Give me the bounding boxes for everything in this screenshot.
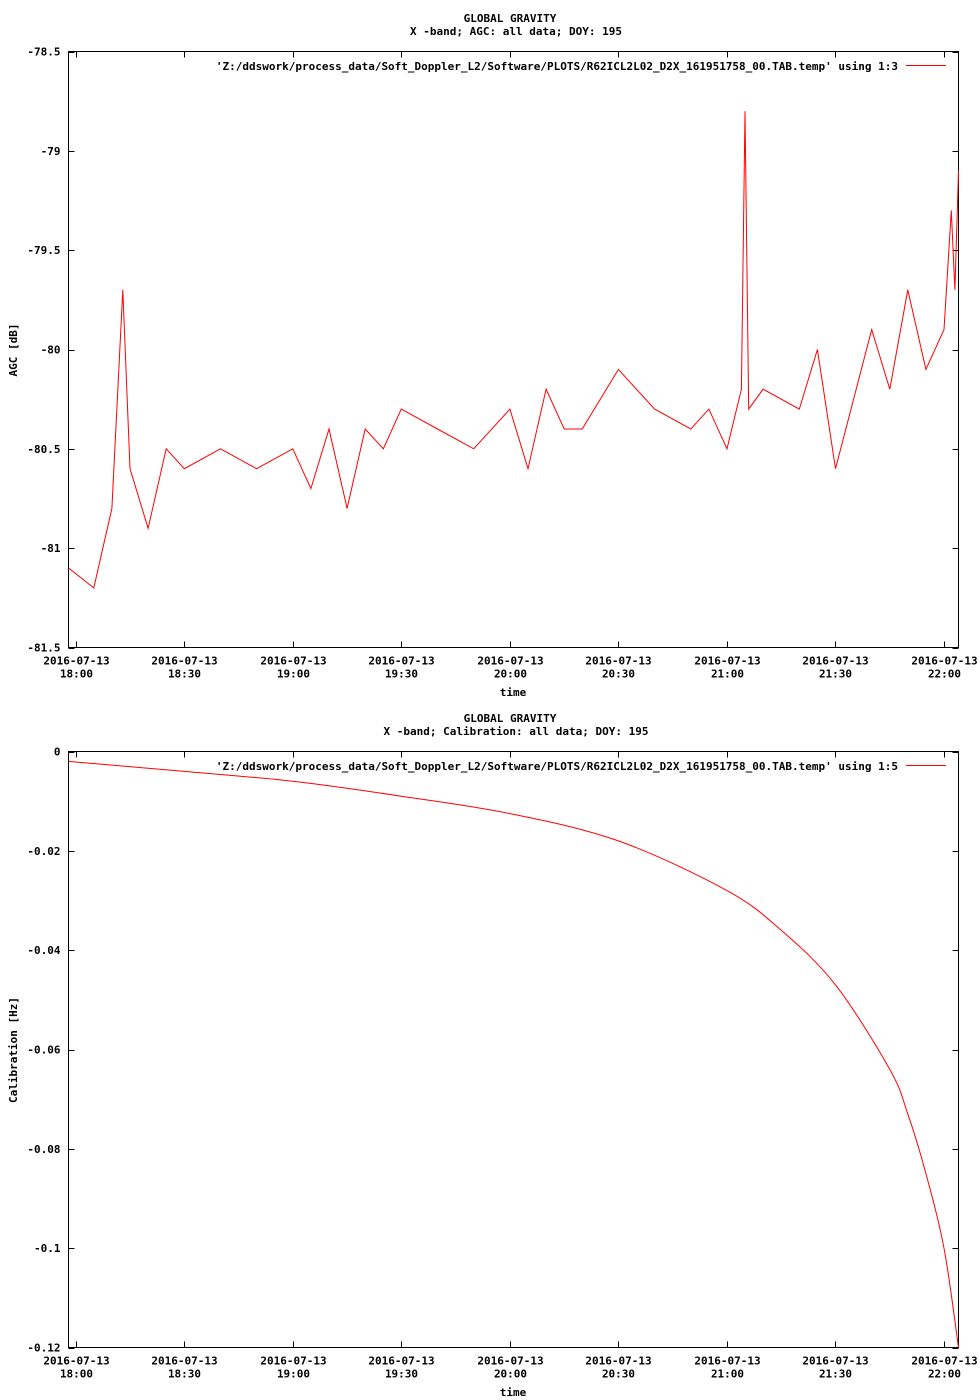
y-tick-label: -0.06 (27, 1044, 60, 1057)
calibration-y-axis: 0 -0.02 -0.04 -0.06 -0.08 -0.1 -0.12 (27, 746, 959, 1355)
calibration-y-axis-label: Calibration [Hz] (7, 997, 20, 1103)
agc-y-axis-label: AGC [dB] (7, 324, 20, 377)
x-tick-label-time: 19:00 (277, 1368, 310, 1381)
x-tick-label-time: 19:30 (385, 668, 418, 681)
x-tick-label-time: 22:00 (928, 668, 961, 681)
agc-chart-subtitle: X -band; AGC: all data; DOY: 195 (410, 25, 622, 38)
x-tick-label-time: 21:30 (819, 1368, 852, 1381)
calibration-series-line (68, 760, 959, 1348)
x-tick-label-date: 2016-07-13 (260, 655, 326, 668)
x-tick-label-time: 20:00 (494, 668, 527, 681)
y-tick-label: -79 (41, 145, 61, 158)
calibration-chart: GLOBAL GRAVITY X -band; Calibration: all… (7, 712, 978, 1399)
x-tick-label-date: 2016-07-13 (368, 655, 434, 668)
x-tick-label-date: 2016-07-13 (585, 655, 651, 668)
agc-series-line (68, 111, 959, 589)
x-tick-label-date: 2016-07-13 (694, 1355, 760, 1368)
x-tick-label-time: 20:30 (602, 668, 635, 681)
agc-plot-frame (68, 51, 959, 648)
agc-x-axis-label: time (500, 686, 527, 699)
y-tick-label: -0.04 (27, 944, 60, 957)
calibration-x-axis: 2016-07-1318:002016-07-1318:302016-07-13… (43, 751, 978, 1381)
agc-chart-title: GLOBAL GRAVITY (464, 12, 557, 25)
x-tick-label-date: 2016-07-13 (911, 1355, 977, 1368)
x-tick-label-date: 2016-07-13 (585, 1355, 651, 1368)
agc-legend: 'Z:/ddswork/process_data/Soft_Doppler_L2… (216, 60, 946, 73)
agc-legend-label: 'Z:/ddswork/process_data/Soft_Doppler_L2… (216, 60, 898, 73)
x-tick-label-date: 2016-07-13 (477, 655, 543, 668)
agc-x-axis: 2016-07-1318:002016-07-1318:302016-07-13… (43, 51, 978, 681)
calibration-plot-frame (68, 751, 959, 1348)
x-tick-label-date: 2016-07-13 (802, 655, 868, 668)
x-tick-label-date: 2016-07-13 (151, 655, 217, 668)
x-tick-label-date: 2016-07-13 (477, 1355, 543, 1368)
calibration-series (68, 760, 959, 1348)
x-tick-label-date: 2016-07-13 (911, 655, 977, 668)
calibration-chart-subtitle: X -band; Calibration: all data; DOY: 195 (384, 725, 649, 738)
x-tick-label-date: 2016-07-13 (43, 1355, 109, 1368)
y-tick-label: -0.02 (27, 845, 60, 858)
calibration-legend-label: 'Z:/ddswork/process_data/Soft_Doppler_L2… (216, 760, 898, 773)
x-tick-label-date: 2016-07-13 (802, 1355, 868, 1368)
y-tick-label: -80 (41, 344, 61, 357)
agc-chart: GLOBAL GRAVITY X -band; AGC: all data; D… (7, 12, 978, 699)
x-tick-label-time: 20:30 (602, 1368, 635, 1381)
agc-y-axis: -78.5 -79 -79.5 -80 -80.5 -81 -81.5 (27, 46, 959, 655)
x-tick-label-time: 21:00 (711, 668, 744, 681)
y-tick-label: -81 (41, 542, 61, 555)
x-tick-label-time: 21:00 (711, 1368, 744, 1381)
y-tick-label: -0.1 (34, 1242, 61, 1255)
calibration-legend: 'Z:/ddswork/process_data/Soft_Doppler_L2… (216, 760, 946, 773)
x-tick-label-time: 18:30 (168, 668, 201, 681)
x-tick-label-time: 18:00 (60, 668, 93, 681)
x-tick-label-time: 20:00 (494, 1368, 527, 1381)
x-tick-label-date: 2016-07-13 (260, 1355, 326, 1368)
x-tick-label-time: 18:30 (168, 1368, 201, 1381)
x-tick-label-date: 2016-07-13 (694, 655, 760, 668)
x-tick-label-time: 22:00 (928, 1368, 961, 1381)
y-tick-label: 0 (54, 746, 61, 759)
y-tick-label: -80.5 (27, 443, 60, 456)
x-tick-label-date: 2016-07-13 (43, 655, 109, 668)
y-tick-label: -0.12 (27, 1342, 60, 1355)
x-tick-label-time: 18:00 (60, 1368, 93, 1381)
calibration-x-axis-label: time (500, 1386, 527, 1399)
y-tick-label: -78.5 (27, 46, 60, 59)
x-tick-label-date: 2016-07-13 (368, 1355, 434, 1368)
calibration-chart-title: GLOBAL GRAVITY (464, 712, 557, 725)
x-tick-label-date: 2016-07-13 (151, 1355, 217, 1368)
x-tick-label-time: 19:30 (385, 1368, 418, 1381)
y-tick-label: -79.5 (27, 244, 60, 257)
x-tick-label-time: 21:30 (819, 668, 852, 681)
y-tick-label: -81.5 (27, 642, 60, 655)
y-tick-label: -0.08 (27, 1143, 60, 1156)
agc-series (68, 111, 959, 589)
x-tick-label-time: 19:00 (277, 668, 310, 681)
